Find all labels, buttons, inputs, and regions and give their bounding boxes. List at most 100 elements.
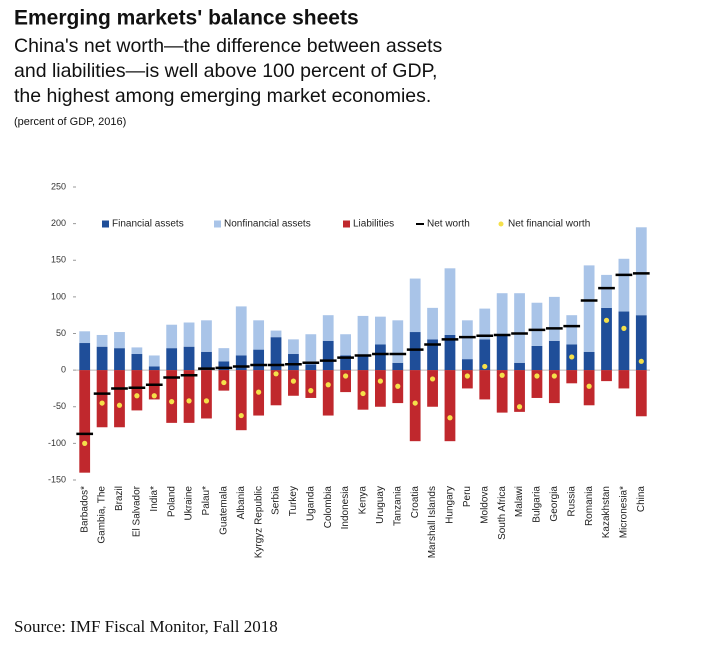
x-tick-label: Serbia — [271, 486, 282, 515]
bar — [235, 370, 247, 431]
net-financial-worth-dot — [412, 400, 418, 406]
bar — [114, 332, 125, 349]
bar — [305, 334, 317, 365]
bar — [96, 346, 108, 371]
bar — [461, 359, 473, 371]
subtitle: the highest among emerging market econom… — [14, 85, 431, 107]
y-tick-label: -150 — [48, 474, 66, 484]
note: (percent of GDP, 2016) — [14, 116, 126, 128]
bar — [444, 268, 456, 335]
net-financial-worth-dot — [221, 379, 227, 386]
net-financial-worth-dot — [621, 325, 627, 331]
bar — [548, 296, 560, 341]
bar — [218, 348, 230, 362]
x-tick-label: Albania — [236, 486, 247, 520]
net-financial-worth-dot — [186, 398, 192, 404]
bar — [322, 340, 334, 371]
net-financial-worth-dot — [638, 358, 644, 364]
x-tick-label: Micronesia* — [619, 486, 630, 538]
net-financial-worth-dot — [238, 412, 244, 419]
bar — [566, 370, 578, 384]
bar — [479, 339, 491, 371]
bar — [601, 370, 612, 382]
bar — [392, 320, 404, 363]
bar — [375, 370, 386, 407]
x-tick-label: India* — [149, 486, 160, 512]
net-financial-worth-dot — [256, 389, 262, 395]
bar — [340, 334, 351, 356]
bar — [148, 366, 160, 371]
bar — [114, 348, 125, 371]
x-tick-label: Kazakhstan — [601, 486, 612, 538]
x-tick-label: Georgia — [549, 486, 560, 522]
x-tick-label: Palau* — [201, 486, 212, 516]
legend-label: Net worth — [427, 219, 470, 230]
x-tick-label: South Africa — [497, 486, 508, 540]
x-tick-label: Ukraine — [184, 486, 195, 521]
net-financial-worth-dot — [482, 363, 488, 370]
bar — [635, 227, 647, 316]
y-tick-label: 50 — [56, 328, 66, 338]
bar — [183, 370, 195, 423]
bar — [322, 370, 334, 416]
net-financial-worth-dot — [360, 390, 366, 397]
bar — [514, 370, 525, 412]
bar — [444, 370, 456, 442]
x-tick-label: China — [636, 486, 647, 513]
bar — [305, 364, 317, 371]
bar — [601, 307, 612, 371]
bar — [375, 316, 386, 345]
y-tick-label: -100 — [48, 438, 66, 448]
x-tick-label: Malawi — [514, 486, 525, 517]
bar — [496, 293, 508, 335]
net-financial-worth-dot — [464, 373, 470, 379]
x-tick-label: Poland — [166, 486, 177, 517]
bar — [235, 355, 247, 371]
legend-swatch — [214, 220, 221, 228]
x-tick-label: Moldova — [479, 486, 490, 524]
net-financial-worth-dot — [377, 378, 383, 384]
bar — [531, 302, 543, 346]
net-financial-worth-dot — [395, 383, 401, 389]
x-tick-label: Kyrgyz Republic — [253, 486, 264, 558]
x-tick-label: Brazil — [114, 486, 125, 511]
legend-swatch — [343, 220, 350, 228]
x-tick-label: Marshall Islands — [427, 486, 438, 558]
bar — [148, 355, 160, 367]
subtitle: and liabilities—is well above 100 percen… — [14, 60, 437, 82]
net-financial-worth-dot — [134, 393, 140, 399]
bar — [461, 320, 473, 360]
bar — [409, 278, 421, 333]
net-financial-worth-dot — [586, 383, 592, 389]
legend-label: Financial assets — [112, 219, 184, 230]
bar — [305, 370, 317, 398]
bar — [357, 355, 369, 371]
net-financial-worth-dot — [203, 398, 210, 404]
y-tick-label: 150 — [51, 255, 66, 265]
bar — [166, 370, 178, 423]
bar — [357, 370, 369, 410]
x-tick-label: Russia — [566, 486, 577, 517]
bar — [79, 331, 91, 344]
bar — [131, 370, 143, 411]
bar — [96, 370, 108, 428]
bar — [601, 274, 612, 308]
x-tick-label: Colombia — [323, 486, 334, 529]
x-tick-label: Romania — [584, 486, 595, 526]
bar — [131, 354, 143, 371]
bar — [375, 344, 386, 371]
bar — [444, 334, 456, 371]
net-financial-worth-dot — [343, 373, 349, 379]
bar — [531, 345, 543, 371]
x-tick-label: El Salvador — [132, 485, 143, 537]
bar — [270, 370, 282, 406]
x-tick-label: Indonesia — [340, 486, 351, 530]
x-tick-label: Bulgaria — [532, 486, 543, 523]
bar — [183, 322, 195, 347]
bar — [583, 265, 595, 352]
bar — [618, 258, 630, 312]
bar — [357, 315, 369, 356]
bar — [340, 370, 351, 393]
legend-label: Nonfinancial assets — [224, 219, 311, 230]
legend-label: Liabilities — [353, 219, 394, 230]
